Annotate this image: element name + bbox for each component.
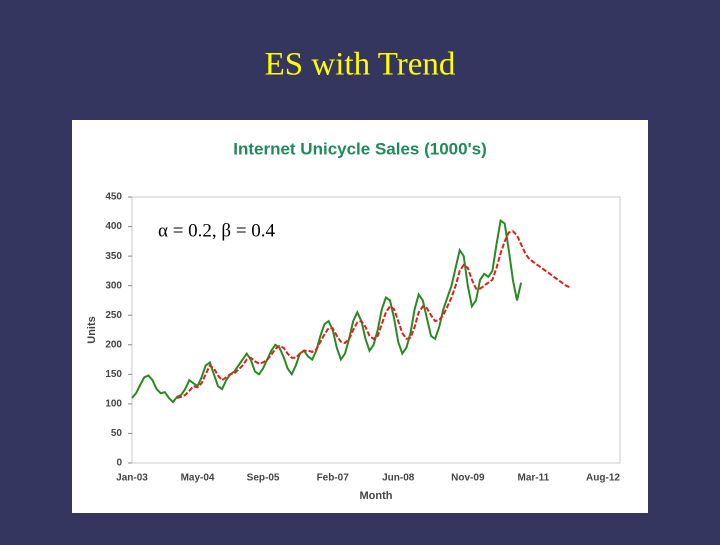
- slide-title: ES with Trend: [265, 47, 456, 83]
- x-tick-label: Feb-07: [317, 473, 350, 484]
- y-tick-label: 150: [105, 369, 122, 380]
- series-line: [131, 218, 523, 404]
- y-tick-label: 100: [105, 399, 122, 410]
- x-axis-label: Month: [360, 490, 393, 502]
- chart-title: Internet Unicycle Sales (1000's): [233, 139, 487, 158]
- x-tick-label: Mar-11: [518, 473, 550, 484]
- y-tick-label: 300: [105, 280, 122, 291]
- x-tick-label: Jan-03: [116, 473, 148, 484]
- x-tick-label: Nov-09: [451, 473, 485, 484]
- y-tick-label: 350: [105, 251, 122, 262]
- y-tick-label: 400: [105, 221, 122, 232]
- x-tick-label: Sep-05: [247, 473, 280, 484]
- series-line: [176, 230, 571, 399]
- x-tick-label: Jun-08: [382, 473, 415, 484]
- y-tick-label: 450: [105, 192, 122, 203]
- y-tick-label: 50: [111, 428, 123, 439]
- y-axis-label: Units: [86, 316, 98, 344]
- annotation: α = 0.2, β = 0.4: [158, 220, 276, 241]
- y-tick-label: 0: [116, 458, 122, 469]
- y-tick-label: 250: [105, 310, 122, 321]
- x-tick-label: May-04: [181, 473, 215, 484]
- x-tick-label: Aug-12: [586, 473, 620, 484]
- y-tick-label: 200: [105, 339, 122, 350]
- plot-border: [131, 196, 621, 464]
